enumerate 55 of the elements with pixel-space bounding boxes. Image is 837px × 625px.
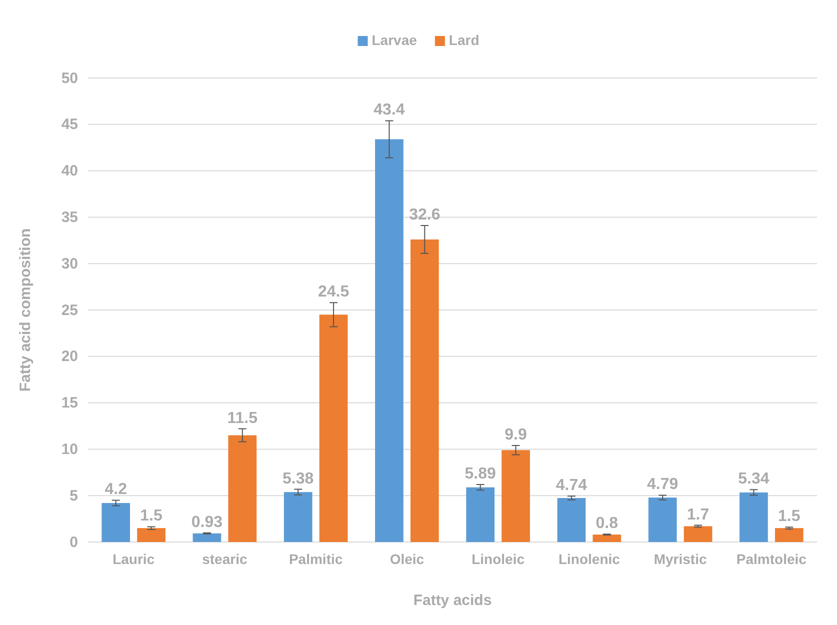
y-tick-label: 10	[61, 441, 78, 458]
data-label: 0.8	[596, 515, 618, 532]
y-tick-label: 20	[61, 348, 78, 366]
y-tick-label: 15	[61, 394, 78, 412]
y-tick-label: 40	[61, 162, 78, 180]
bar	[102, 503, 130, 542]
bar	[684, 526, 712, 542]
data-label: 11.5	[227, 410, 258, 427]
bar	[502, 450, 530, 542]
bar	[648, 498, 677, 542]
data-label: 1.7	[686, 506, 710, 524]
y-tick-label: 35	[61, 209, 78, 226]
y-tick-label: 5	[70, 487, 78, 504]
data-label: 5.38	[282, 470, 314, 488]
legend-label: Lard	[448, 32, 480, 48]
bar	[592, 534, 622, 542]
data-label: 24.5	[318, 284, 350, 301]
data-label: 5.34	[738, 470, 770, 488]
y-tick-label: 50	[61, 70, 78, 87]
bar	[192, 533, 222, 542]
data-label: 5.89	[464, 466, 496, 483]
legend-label: Larvae	[372, 32, 418, 48]
bar	[319, 314, 348, 542]
bar	[137, 528, 166, 542]
x-tick-label: Palmitic	[288, 550, 343, 567]
x-tick-label: Linolenic	[558, 550, 620, 567]
bar	[284, 492, 312, 542]
bar	[466, 487, 495, 542]
x-tick-label: Palmtoleic	[736, 550, 807, 567]
bar	[557, 498, 586, 542]
y-tick-label: 45	[61, 116, 78, 134]
bar	[410, 239, 439, 542]
y-tick-label: 25	[61, 302, 78, 319]
y-tick-label: 30	[61, 255, 78, 272]
bar	[774, 528, 804, 542]
data-label: 1.5	[140, 508, 162, 525]
data-label: 4.2	[104, 481, 128, 498]
bar	[375, 139, 404, 542]
data-label: 4.74	[556, 477, 588, 494]
y-axis-title: Fatty acid composition	[17, 228, 34, 392]
data-label: 0.93	[191, 514, 223, 531]
x-tick-label: Myristic	[654, 550, 707, 567]
data-label: 1.5	[778, 508, 800, 526]
x-axis-title: Fatty acids	[413, 592, 492, 609]
data-label: 9.9	[504, 426, 527, 444]
x-tick-label: Lauric	[112, 550, 155, 567]
data-label: 32.6	[409, 206, 440, 224]
bar	[228, 435, 257, 542]
data-label: 4.79	[647, 476, 678, 494]
bar	[740, 492, 768, 542]
data-label: 43.4	[374, 102, 405, 119]
x-tick-label: Linoleic	[472, 550, 525, 567]
x-tick-label: Oleic	[390, 550, 424, 567]
y-tick-label: 0	[70, 534, 78, 551]
x-tick-label: stearic	[202, 550, 248, 567]
